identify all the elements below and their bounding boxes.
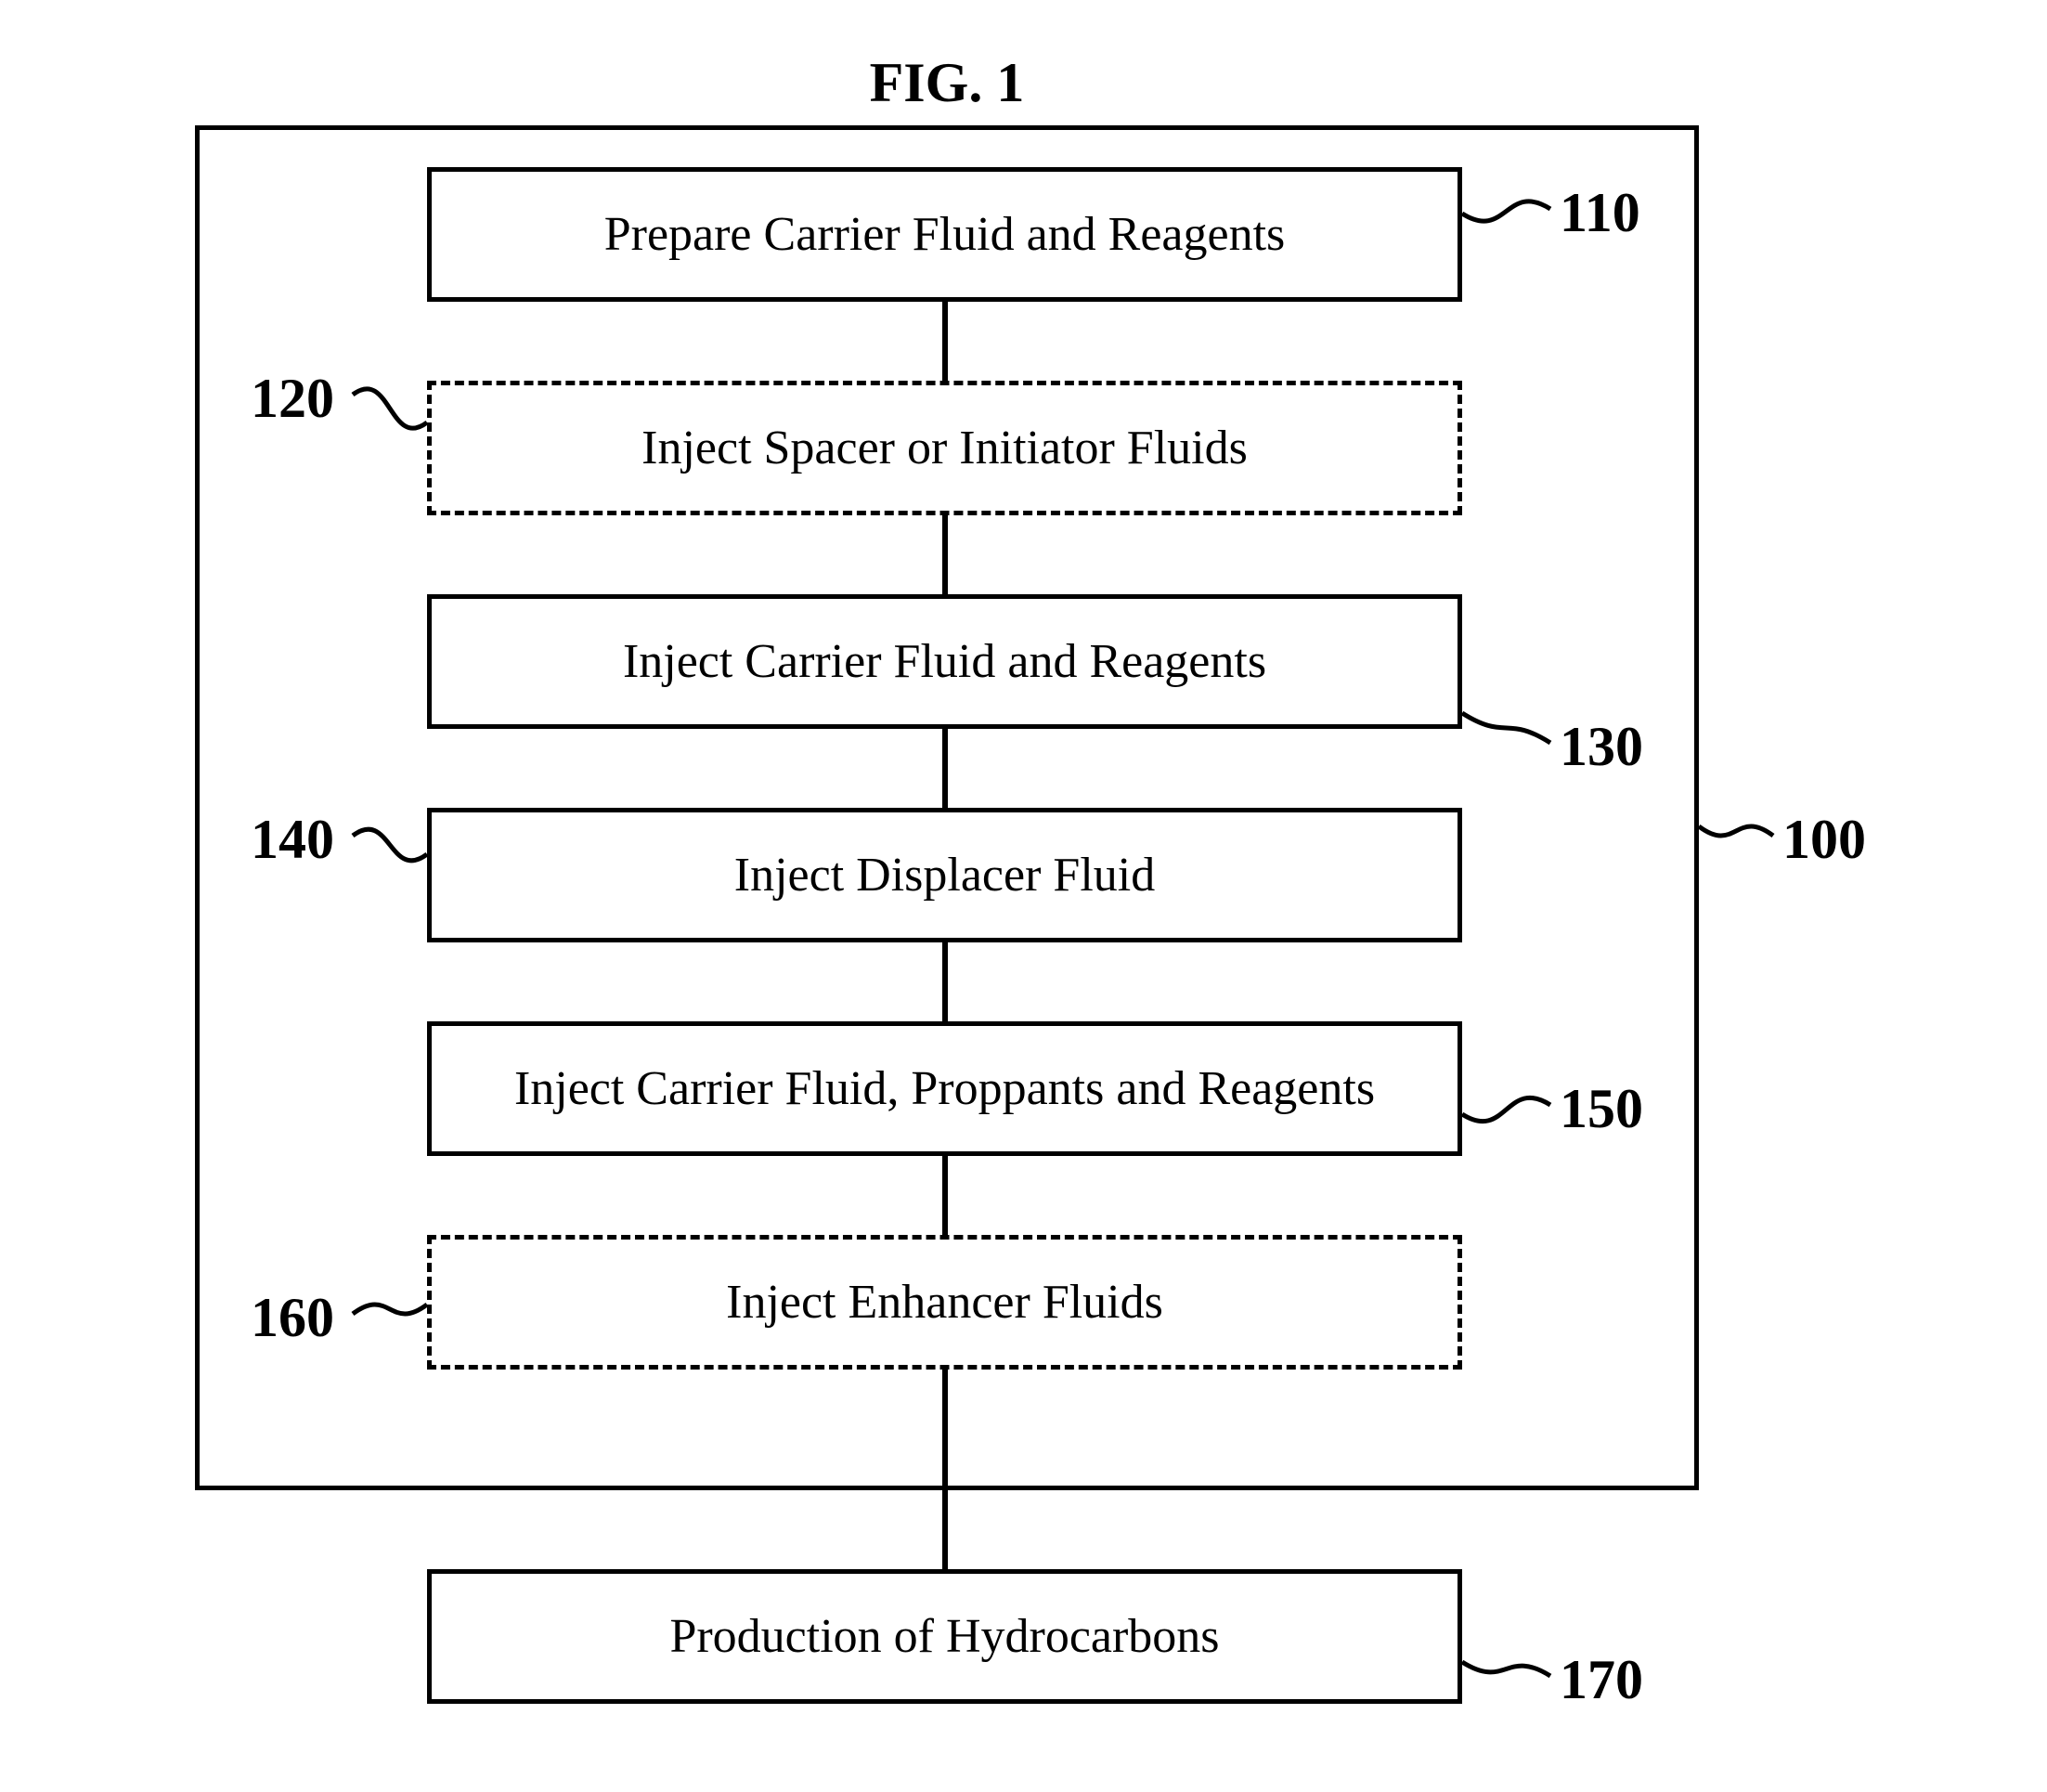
leader-lines [0, 0, 2047, 1792]
leader-group [353, 201, 1773, 1676]
figure-canvas: FIG. 1 Prepare Carrier Fluid and Reagent… [0, 0, 2047, 1792]
